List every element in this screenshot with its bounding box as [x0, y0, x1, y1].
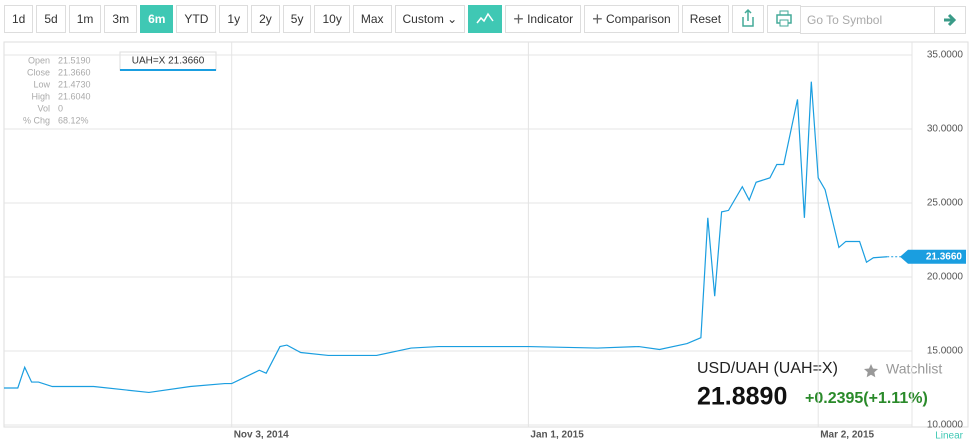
- ohlc-label: Vol: [37, 103, 50, 113]
- symbol-search[interactable]: Go To Symbol: [800, 6, 966, 34]
- plus-icon: +: [513, 9, 524, 29]
- ohlc-label: High: [31, 91, 50, 101]
- ohlc-label: Open: [28, 55, 50, 65]
- go-button[interactable]: [934, 7, 965, 33]
- price-line: [4, 81, 888, 394]
- chart-type-button[interactable]: [468, 5, 503, 33]
- reset-button[interactable]: Reset: [681, 5, 730, 33]
- indicator-label: Indicator: [527, 12, 574, 26]
- share-button[interactable]: [732, 5, 765, 33]
- quote-change: +0.2395(+1.11%): [805, 390, 928, 407]
- range-button[interactable]: 1m: [68, 5, 102, 33]
- ohlc-label: % Chg: [23, 115, 50, 125]
- indicator-button[interactable]: + Indicator: [505, 5, 582, 33]
- ohlc-label: Close: [27, 67, 50, 77]
- range-button[interactable]: 1d: [4, 5, 34, 33]
- quote-price: 21.8890: [697, 383, 787, 411]
- star-icon: [864, 364, 878, 378]
- watchlist: Watchlist: [886, 361, 942, 377]
- ohlc-value: 21.5190: [58, 55, 91, 65]
- tooltip-box: [119, 51, 217, 71]
- print-icon: [776, 10, 792, 27]
- range-button[interactable]: 5d: [36, 5, 66, 33]
- custom-button[interactable]: Custom ⌄: [394, 5, 466, 33]
- share-icon: [742, 8, 754, 27]
- range-button[interactable]: 6m: [140, 5, 174, 33]
- range-button[interactable]: YTD: [176, 5, 217, 33]
- range-button[interactable]: 10y: [314, 5, 350, 33]
- comparison-button[interactable]: + Comparison: [584, 5, 679, 33]
- x-tick-label: Jan 1, 2015: [530, 430, 584, 441]
- scale-label: Linear: [935, 431, 963, 442]
- ohlc-value: 21.3660: [58, 67, 91, 77]
- tooltip: UAH=X 21.3660: [132, 56, 205, 67]
- quote-name: USD/UAH (UAH=X): [697, 360, 838, 377]
- range-button[interactable]: 1y: [219, 5, 249, 33]
- y-tick-label: 10.0000: [927, 420, 964, 431]
- range-button[interactable]: 3m: [104, 5, 138, 33]
- range-button[interactable]: 5y: [282, 5, 312, 33]
- x-tick-label: Mar 2, 2015: [820, 430, 874, 441]
- ohlc-value: 21.6040: [58, 91, 91, 101]
- y-tick-label: 35.0000: [927, 50, 964, 61]
- ohlc-value: 21.4730: [58, 79, 91, 89]
- ohlc-value: 68.12%: [58, 115, 89, 125]
- toolbar: 1d 5d 1m 3m 6m YTD 1y 2y 5y 10y Max Custom ⌄ + Indic…: [4, 5, 802, 33]
- ohlc-label: Low: [33, 79, 50, 89]
- y-tick-label: 30.0000: [927, 124, 964, 135]
- price-tag: [900, 249, 966, 264]
- x-tick-label: Nov 3, 2014: [234, 430, 289, 441]
- comparison-label: Comparison: [605, 12, 671, 26]
- search-placeholder: Go To Symbol: [807, 13, 883, 27]
- range-button[interactable]: Max: [352, 5, 392, 33]
- ohlc-value: 0: [58, 103, 63, 113]
- range-button[interactable]: 2y: [251, 5, 280, 33]
- y-tick-label: 15.0000: [927, 346, 964, 357]
- price-tag-label: 21.3660: [926, 251, 963, 262]
- arrow-icon: [944, 13, 957, 27]
- y-tick-label: 25.0000: [927, 198, 964, 209]
- print-button[interactable]: [767, 5, 802, 33]
- y-tick-label: 20.0000: [927, 272, 964, 283]
- line-icon: [476, 12, 494, 24]
- plot-frame: [3, 41, 969, 428]
- plus-icon: +: [592, 9, 603, 29]
